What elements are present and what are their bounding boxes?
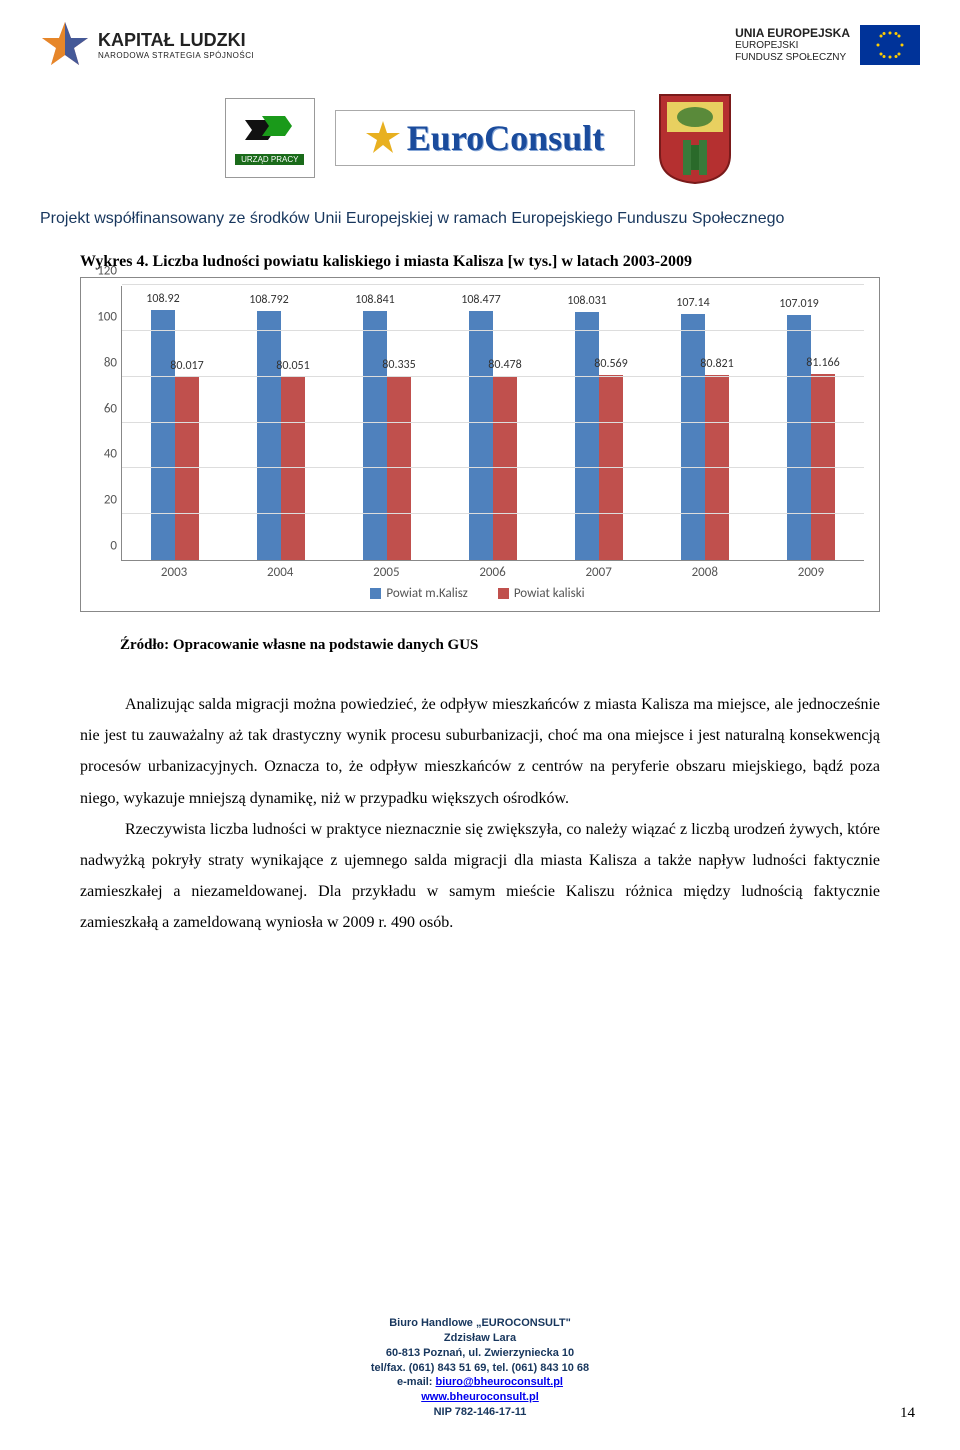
x-tick: 2004 [227, 561, 333, 580]
bar-value-label: 107.14 [676, 296, 709, 310]
bar-value-label: 107.019 [779, 297, 819, 311]
bar-value-label: 80.821 [700, 357, 733, 371]
bar-group: 108.03180.569 [546, 286, 652, 560]
y-tick: 40 [104, 447, 117, 462]
bar-value-label: 108.841 [355, 293, 395, 307]
logo-eu: UNIA EUROPEJSKA EUROPEJSKI FUNDUSZ SPOŁE… [735, 25, 920, 65]
kapital-subtitle: NARODOWA STRATEGIA SPÓJNOŚCI [98, 51, 254, 60]
bar-value-label: 80.569 [594, 357, 627, 371]
kapital-star-icon [40, 20, 90, 70]
legend-swatch [370, 588, 381, 599]
bar-group: 107.1480.821 [652, 286, 758, 560]
x-tick: 2005 [333, 561, 439, 580]
chart-bar: 108.92 [151, 310, 175, 560]
eu-sub1: EUROPEJSKI [735, 40, 850, 52]
euroconsult-text: EuroConsult [407, 117, 604, 159]
y-tick: 20 [104, 493, 117, 508]
footer-phone: tel/fax. (061) 843 51 69, tel. (061) 843… [0, 1361, 960, 1376]
bar-value-label: 108.031 [567, 294, 607, 308]
legend-swatch [498, 588, 509, 599]
eu-flag-icon [860, 25, 920, 65]
eu-sub2: FUNDUSZ SPOŁECZNY [735, 52, 850, 64]
shield-icon [655, 90, 735, 185]
x-tick: 2008 [652, 561, 758, 580]
footer: Biuro Handlowe „EUROCONSULT" Zdzisław La… [0, 1316, 960, 1420]
bar-group: 108.9280.017 [122, 286, 228, 560]
x-tick: 2009 [758, 561, 864, 580]
footer-address: 60-813 Poznań, ul. Zwierzyniecka 10 [0, 1346, 960, 1361]
x-tick: 2007 [546, 561, 652, 580]
x-tick: 2006 [439, 561, 545, 580]
eu-title: UNIA EUROPEJSKA [735, 26, 850, 40]
y-tick: 100 [97, 309, 117, 324]
chart-title: Wykres 4. Liczba ludności powiatu kalisk… [40, 253, 920, 271]
footer-name: Zdzisław Lara [0, 1331, 960, 1346]
header-mid: URZĄD PRACY EuroConsult [40, 90, 920, 185]
body-text: Analizując salda migracji można powiedzi… [80, 689, 880, 939]
chart-bar: 108.841 [363, 311, 387, 560]
legend-item: Powiat kaliski [498, 586, 585, 601]
bar-value-label: 80.478 [488, 358, 521, 372]
urzad-label: URZĄD PRACY [235, 154, 304, 165]
y-tick: 120 [97, 264, 117, 279]
y-tick: 0 [110, 539, 117, 554]
bar-value-label: 108.477 [461, 293, 501, 307]
bar-group: 108.47780.478 [440, 286, 546, 560]
legend-item: Powiat m.Kalisz [370, 586, 467, 601]
legend-label: Powiat kaliski [514, 586, 585, 601]
euroconsult-logo: EuroConsult [335, 110, 635, 166]
kapital-title: KAPITAŁ LUDZKI [98, 30, 254, 51]
bar-group: 107.01981.166 [758, 286, 864, 560]
bar-value-label: 80.017 [170, 359, 203, 373]
paragraph-2: Rzeczywista liczba ludności w praktyce n… [80, 814, 880, 939]
chart-y-axis: 020406080100120 [91, 286, 121, 561]
bar-value-label: 81.166 [806, 356, 839, 370]
page-number: 14 [900, 1405, 915, 1422]
y-tick: 80 [104, 355, 117, 370]
paragraph-1: Analizując salda migracji można powiedzi… [80, 689, 880, 814]
footer-email-link[interactable]: biuro@bheuroconsult.pl [436, 1376, 563, 1388]
bar-group: 108.84180.335 [334, 286, 440, 560]
urzad-pracy-badge: URZĄD PRACY [225, 98, 315, 178]
euroconsult-star-icon [366, 120, 401, 155]
x-tick: 2003 [121, 561, 227, 580]
bar-value-label: 80.335 [382, 358, 415, 372]
chart-bar: 107.019 [787, 315, 811, 560]
footer-email: e-mail: biuro@bheuroconsult.pl [0, 1375, 960, 1390]
chart-bar: 108.031 [575, 312, 599, 560]
chart-plot: 108.9280.017108.79280.051108.84180.33510… [121, 286, 864, 561]
footer-web-link[interactable]: www.bheuroconsult.pl [421, 1391, 539, 1403]
chart-source: Źródło: Opracowanie własne na podstawie … [120, 637, 880, 654]
legend-label: Powiat m.Kalisz [386, 586, 467, 601]
footer-nip: NIP 782-146-17-11 [0, 1405, 960, 1420]
chart-x-axis: 2003200420052006200720082009 [121, 561, 864, 580]
bar-value-label: 108.92 [146, 292, 179, 306]
header-top: KAPITAŁ LUDZKI NARODOWA STRATEGIA SPÓJNO… [40, 20, 920, 70]
bar-value-label: 80.051 [276, 359, 309, 373]
population-chart: 020406080100120 108.9280.017108.79280.05… [80, 277, 880, 612]
logo-kapital-ludzki: KAPITAŁ LUDZKI NARODOWA STRATEGIA SPÓJNO… [40, 20, 254, 70]
chart-bar: 108.792 [257, 311, 281, 560]
footer-company: Biuro Handlowe „EUROCONSULT" [0, 1316, 960, 1331]
chart-legend: Powiat m.Kalisz Powiat kaliski [91, 586, 864, 601]
project-subtitle: Projekt współfinansowany ze środków Unii… [40, 210, 920, 228]
y-tick: 60 [104, 401, 117, 416]
chart-bar: 108.477 [469, 311, 493, 560]
bar-value-label: 108.792 [249, 293, 289, 307]
bar-group: 108.79280.051 [228, 286, 334, 560]
chart-bar: 107.14 [681, 314, 705, 560]
